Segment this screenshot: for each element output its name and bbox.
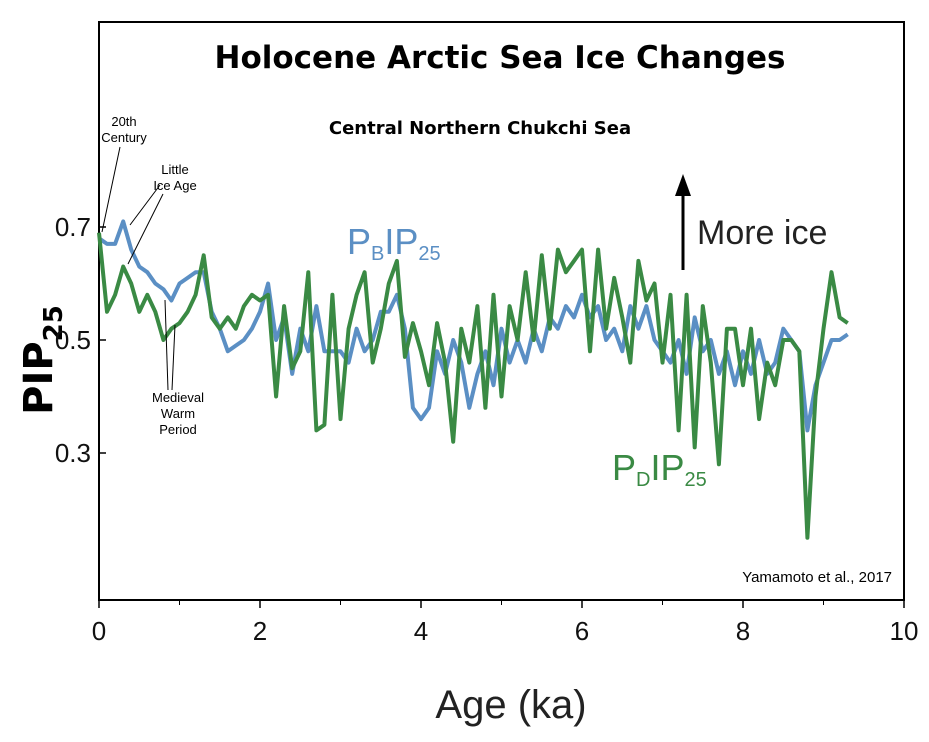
pd-sub1: D xyxy=(636,469,650,491)
y-axis-label-main: PIP xyxy=(16,341,62,415)
ann-mwp-line1: Medieval xyxy=(152,390,204,405)
annotation-20th-century: 20th Century xyxy=(101,114,147,233)
y-axis-label-sub: 25 xyxy=(39,305,69,341)
x-tick-label: 10 xyxy=(890,616,919,646)
x-tick-label: 8 xyxy=(736,616,750,646)
more-ice-arrow xyxy=(675,174,691,270)
series-group xyxy=(97,219,849,540)
series-label-pd: PDIP25 xyxy=(612,447,707,491)
y-axis-label: PIP25 xyxy=(16,305,69,415)
credit-text: Yamamoto et al., 2017 xyxy=(742,569,892,586)
x-tick-label: 0 xyxy=(92,616,106,646)
series-label-pb: PBIP25 xyxy=(347,221,441,265)
chart-title: Holocene Arctic Sea Ice Changes xyxy=(215,40,786,76)
series-line-pdip25 xyxy=(97,232,849,540)
pd-main1: P xyxy=(612,447,636,488)
ann-lia-line1: Little xyxy=(161,162,188,177)
annotation-medieval-warm-period: Medieval Warm Period xyxy=(152,299,204,437)
x-ticks: 0 2 4 6 8 10 xyxy=(92,600,919,646)
more-ice-label: More ice xyxy=(697,214,827,252)
y-ticks: 0.3 0.5 0.7 xyxy=(55,212,106,468)
ann-lia-line2: Ice Age xyxy=(153,178,196,193)
pb-main2: IP xyxy=(384,221,418,262)
ann-mwp-line2: Warm xyxy=(161,406,195,421)
y-tick-label: 0.3 xyxy=(55,438,91,468)
x-tick-label: 4 xyxy=(414,616,428,646)
pd-main2: IP xyxy=(650,447,684,488)
plot-area xyxy=(98,21,905,601)
pb-sub1: B xyxy=(371,243,384,265)
pd-sub2: 25 xyxy=(684,469,706,491)
x-axis-label: Age (ka) xyxy=(435,683,586,727)
x-tick-label: 6 xyxy=(575,616,589,646)
pb-main1: P xyxy=(347,221,371,262)
chart-subtitle: Central Northern Chukchi Sea xyxy=(329,118,631,139)
ann-20th-line2: Century xyxy=(101,130,147,145)
x-tick-label: 2 xyxy=(253,616,267,646)
y-tick-label: 0.7 xyxy=(55,212,91,242)
pb-sub2: 25 xyxy=(418,243,440,265)
ann-20th-line1: 20th xyxy=(111,114,136,129)
y-tick-label: 0.5 xyxy=(55,325,91,355)
annotation-little-ice-age: Little Ice Age xyxy=(127,162,197,265)
ann-mwp-line3: Period xyxy=(159,422,197,437)
